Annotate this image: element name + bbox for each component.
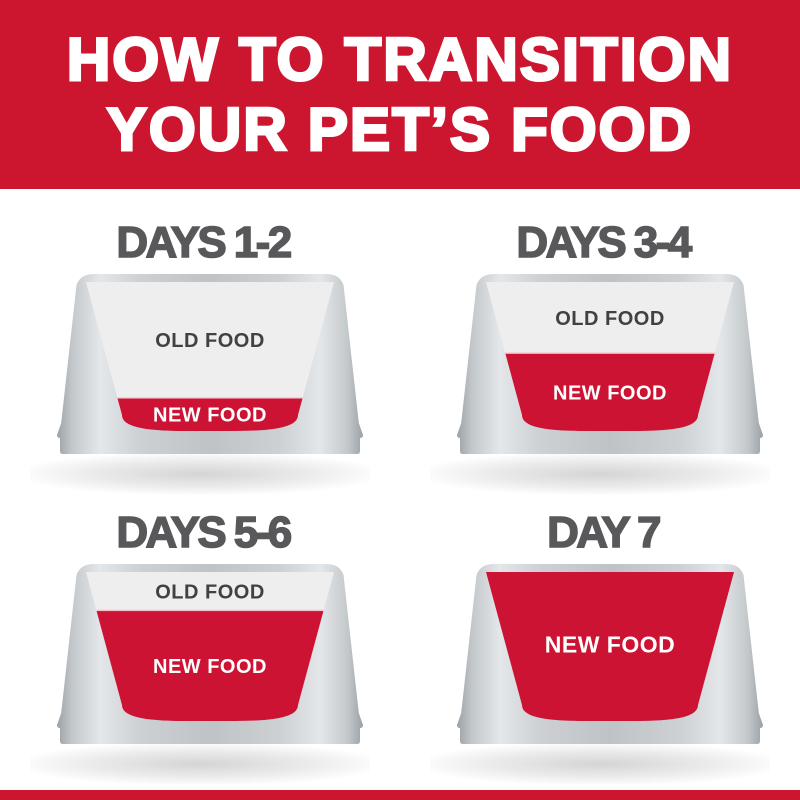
svg-text:OLD FOOD: OLD FOOD <box>155 330 265 352</box>
svg-text:NEW FOOD: NEW FOOD <box>153 405 267 427</box>
svg-text:NEW FOOD: NEW FOOD <box>553 382 667 404</box>
svg-text:NEW FOOD: NEW FOOD <box>153 656 267 678</box>
svg-text:OLD FOOD: OLD FOOD <box>155 581 265 603</box>
svg-text:NEW FOOD: NEW FOOD <box>545 632 676 658</box>
svg-text:OLD FOOD: OLD FOOD <box>555 308 665 330</box>
